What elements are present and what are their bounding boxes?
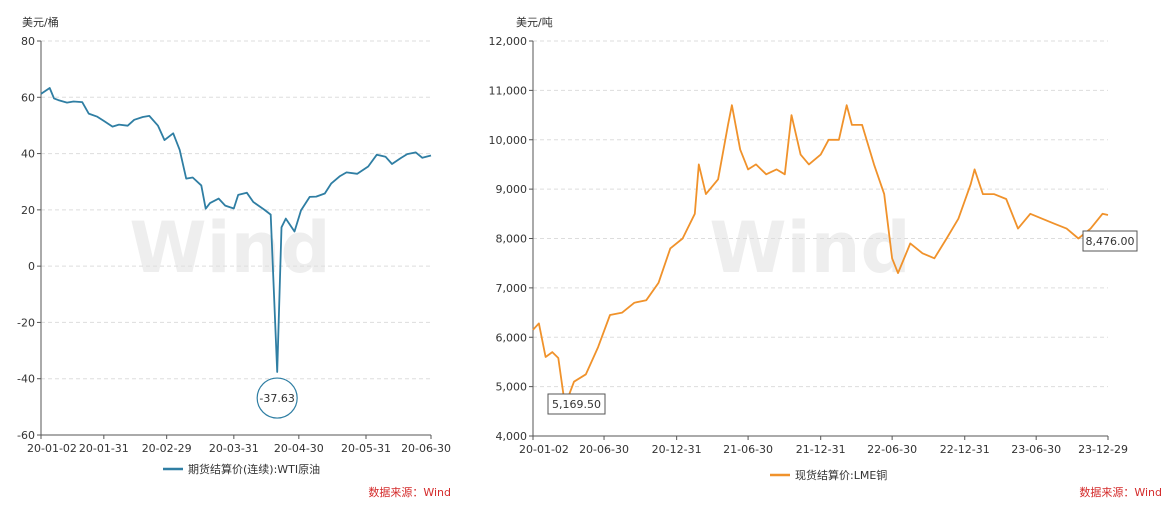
copper-last-annotation-label: 8,476.00 bbox=[1086, 235, 1135, 248]
r-x-tick-label: 21-12-31 bbox=[796, 443, 846, 456]
wti-min-annotation-circle bbox=[256, 377, 298, 419]
copper-y-unit-label: 美元/吨 bbox=[516, 16, 553, 29]
wti-y-unit-label: 美元/桶 bbox=[22, 15, 59, 29]
r-y-tick-label: 11,000 bbox=[489, 84, 528, 97]
copper-legend[interactable]: 现货结算价:LME铜 bbox=[770, 468, 887, 482]
l-y-tick-label: 20 bbox=[21, 204, 35, 217]
wti-series-line[interactable] bbox=[40, 87, 432, 373]
wti-chart-panel: 美元/桶 80 60 40 20 0 -20 -40 -60 20-01-02 20-01-31… bbox=[17, 15, 451, 499]
l-x-tick-label: 20-02-29 bbox=[142, 442, 192, 455]
r-x-tick-label: 20-01-02 bbox=[519, 443, 569, 456]
wti-legend-label: 期货结算价(连续):WTI原油 bbox=[188, 462, 320, 476]
copper-min-annotation-box bbox=[547, 393, 606, 415]
r-y-tick-label: 6,000 bbox=[496, 331, 528, 344]
copper-min-annotation-label: 5,169.50 bbox=[552, 398, 601, 411]
l-y-tick-label: -40 bbox=[17, 373, 35, 386]
r-y-tick-label: 10,000 bbox=[489, 134, 528, 147]
data-source-left: 数据来源：Wind bbox=[368, 485, 451, 499]
watermark-right: Wind bbox=[709, 207, 910, 289]
watermark-left: Wind bbox=[129, 207, 330, 289]
r-y-tick-label: 5,000 bbox=[496, 381, 528, 394]
r-x-tick-label: 22-12-31 bbox=[940, 443, 990, 456]
r-x-tick-label: 20-12-31 bbox=[652, 443, 702, 456]
copper-chart-panel: 美元/吨 12,000 11,000 10,000 9,000 8,000 7,000 6,… bbox=[489, 16, 1163, 499]
l-y-tick-label: 40 bbox=[21, 148, 35, 161]
l-y-tick-label: 0 bbox=[28, 260, 35, 273]
l-y-tick-label: -20 bbox=[17, 316, 35, 329]
r-y-tick-label: 4,000 bbox=[496, 430, 528, 443]
r-y-tick-label: 12,000 bbox=[489, 35, 528, 48]
l-x-tick-label: 20-03-31 bbox=[209, 442, 259, 455]
copper-legend-label: 现货结算价:LME铜 bbox=[795, 468, 887, 482]
r-x-tick-label: 21-06-30 bbox=[723, 443, 773, 456]
l-x-tick-label: 20-06-30 bbox=[401, 442, 451, 455]
copper-last-annotation-box bbox=[1082, 230, 1138, 252]
r-x-tick-label: 22-06-30 bbox=[867, 443, 917, 456]
r-x-tick-label: 20-06-30 bbox=[579, 443, 629, 456]
l-x-tick-label: 20-04-30 bbox=[274, 442, 324, 455]
r-x-tick-label: 23-12-29 bbox=[1078, 443, 1128, 456]
r-y-tick-label: 8,000 bbox=[496, 233, 528, 246]
l-y-tick-label: -60 bbox=[17, 429, 35, 442]
r-y-tick-label: 9,000 bbox=[496, 183, 528, 196]
wti-min-annotation-label: -37.63 bbox=[259, 392, 294, 405]
l-y-tick-label: 60 bbox=[21, 91, 35, 104]
l-y-tick-label: 80 bbox=[21, 35, 35, 48]
data-source-right: 数据来源：Wind bbox=[1079, 485, 1162, 499]
wti-legend[interactable]: 期货结算价(连续):WTI原油 bbox=[163, 462, 320, 476]
r-y-tick-label: 7,000 bbox=[496, 282, 528, 295]
l-x-tick-label: 20-01-31 bbox=[79, 442, 129, 455]
copper-series-line[interactable] bbox=[532, 104, 1109, 407]
l-x-tick-label: 20-05-31 bbox=[341, 442, 391, 455]
r-x-tick-label: 23-06-30 bbox=[1011, 443, 1061, 456]
l-x-tick-label: 20-01-02 bbox=[27, 442, 77, 455]
